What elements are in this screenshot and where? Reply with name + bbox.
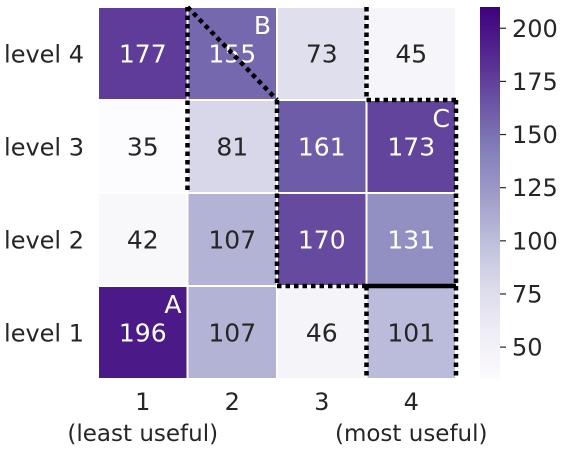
- annotation-letter: C: [433, 104, 450, 133]
- heatmap-cell-r0-c1: [186, 6, 278, 101]
- cell-value-label: 107: [208, 319, 256, 348]
- heatmap-cell-r3-c1: [186, 285, 278, 380]
- colorbar-tick-label: 200: [512, 15, 558, 43]
- cell-value-label: 196: [119, 319, 167, 348]
- cell-value-label: 101: [387, 319, 435, 348]
- x-tick-label: 4: [404, 388, 419, 416]
- cell-value-label: 42: [127, 226, 159, 255]
- cell-value-label: 173: [387, 133, 435, 162]
- colorbar-tick-label: 75: [512, 280, 543, 308]
- corner-annotations: A B C: [164, 11, 450, 319]
- colorbar-tick-label: 175: [512, 68, 558, 96]
- y-tick-label: level 2: [4, 227, 84, 255]
- cell-value-label: 161: [298, 133, 346, 162]
- y-tick-label: level 1: [4, 320, 84, 348]
- x-tick-label: 2: [225, 388, 240, 416]
- heatmap-cell-r2-c3: [365, 192, 457, 287]
- heatmap-cell-r0-c0: [97, 6, 189, 101]
- heatmap-cell-r3-c0: [97, 285, 189, 380]
- heatmap-cell-r2-c1: [186, 192, 278, 287]
- colorbar-tick-label: 150: [512, 121, 558, 149]
- cell-value-labels: 177 155 73 45 35 81 161 173 42 107 170 131 196 107 46 1…: [119, 40, 435, 348]
- colorbar-ticks: 50 75 100 125 150 175 200: [500, 15, 558, 362]
- cell-value-label: 107: [208, 226, 256, 255]
- y-tick-label: level 3: [4, 134, 84, 162]
- cell-value-label: 170: [298, 226, 346, 255]
- heatmap-cells: [97, 6, 457, 380]
- annotation-letter: A: [164, 290, 181, 319]
- y-tick-label: level 4: [4, 41, 84, 69]
- colorbar-tick-label: 100: [512, 227, 558, 255]
- colorbar: [480, 7, 500, 379]
- cell-value-label: 73: [306, 40, 338, 69]
- cell-value-label: 155: [208, 40, 256, 69]
- colorbar-tick-label: 50: [512, 334, 543, 362]
- dotted-region-borders: [185, 5, 459, 379]
- x-tick-label: 3: [314, 388, 329, 416]
- cell-value-label: 45: [395, 40, 427, 69]
- cell-value-label: 46: [306, 319, 338, 348]
- cell-value-label: 177: [119, 40, 167, 69]
- x-tick-label: 1: [135, 388, 150, 416]
- x-tick-note: (least useful): [67, 421, 218, 447]
- x-tick-note: (most useful): [335, 421, 488, 447]
- cell-value-label: 35: [127, 133, 159, 162]
- cell-value-label: 131: [387, 226, 435, 255]
- x-tick-labels: 1 (least useful) 2 3 4 (most useful): [67, 388, 487, 447]
- heatmap-cell-r0-c3: [365, 6, 457, 101]
- annotation-letter: B: [254, 11, 271, 40]
- heatmap-cell-r1-c3: [365, 99, 457, 194]
- cell-value-label: 81: [216, 133, 248, 162]
- colorbar-tick-label: 125: [512, 174, 558, 202]
- y-tick-labels: level 4 level 3 level 2 level 1: [4, 41, 84, 348]
